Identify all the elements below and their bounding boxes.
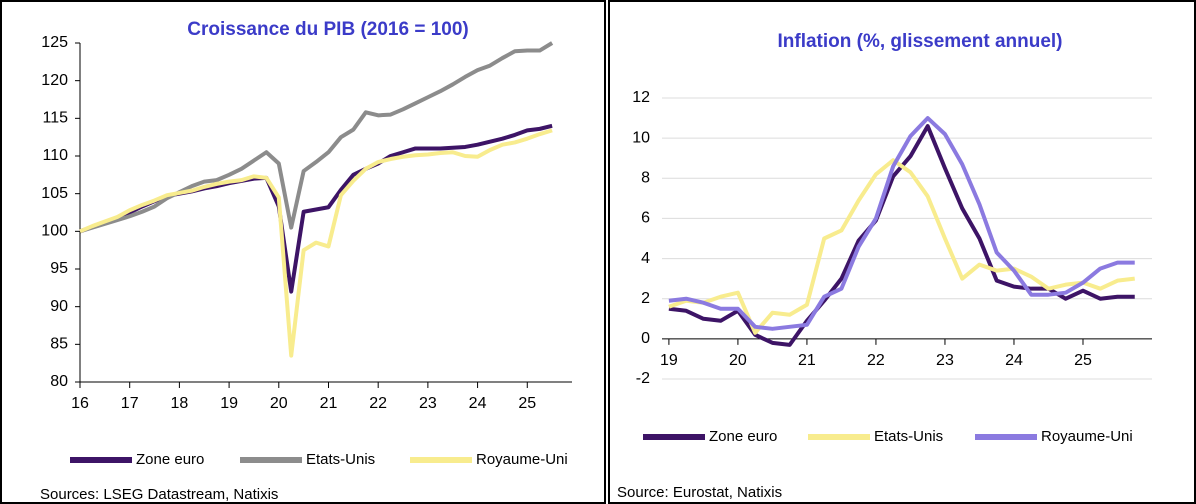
- y-tick-label: 10: [632, 129, 650, 146]
- y-tick-label: -2: [636, 370, 650, 387]
- y-tick-label: 8: [641, 170, 650, 187]
- legend-label: Royaume-Uni: [1041, 428, 1133, 445]
- source-note: Source: Eurostat, Natixis: [617, 484, 782, 501]
- series-line: [79, 128, 553, 358]
- y-tick-label: 110: [42, 147, 68, 164]
- x-tick-label: 24: [1005, 352, 1023, 369]
- y-tick-label: 90: [50, 298, 68, 315]
- right-frame: [608, 0, 1196, 504]
- y-tick-label: 12: [632, 89, 650, 106]
- x-tick-label: 22: [369, 395, 387, 412]
- series-line: [668, 158, 1135, 335]
- x-tick-label: 24: [469, 395, 487, 412]
- y-tick-label: 125: [41, 34, 68, 51]
- y-tick-label: 115: [42, 110, 68, 127]
- legend-label: Royaume-Uni: [476, 451, 568, 468]
- x-tick-label: 20: [729, 352, 747, 369]
- x-tick-label: 19: [660, 352, 678, 369]
- source-note: Sources: LSEG Datastream, Natixis: [40, 486, 278, 503]
- y-tick-label: 0: [641, 330, 650, 347]
- x-tick-label: 19: [220, 395, 238, 412]
- y-tick-label: 120: [41, 72, 68, 89]
- x-tick-label: 18: [170, 395, 188, 412]
- chart-title: Croissance du PIB (2016 = 100): [187, 19, 468, 40]
- x-tick-label: 17: [121, 395, 139, 412]
- legend-label: Etats-Unis: [306, 451, 375, 468]
- series-line: [79, 41, 554, 234]
- legend-label: Zone euro: [709, 428, 777, 445]
- y-tick-label: 85: [50, 336, 68, 353]
- x-tick-label: 16: [71, 395, 89, 412]
- legend-label: Zone euro: [136, 451, 204, 468]
- y-tick-label: 4: [641, 250, 650, 267]
- y-tick-label: 105: [41, 185, 68, 202]
- x-tick-label: 22: [867, 352, 885, 369]
- x-tick-label: 23: [936, 352, 954, 369]
- x-tick-label: 21: [798, 352, 816, 369]
- series-line: [668, 116, 1135, 331]
- chart-title: Inflation (%, glissement annuel): [777, 31, 1062, 52]
- x-tick-label: 25: [1074, 352, 1092, 369]
- y-tick-label: 80: [50, 373, 68, 390]
- y-tick-label: 100: [41, 223, 68, 240]
- y-tick-label: 2: [641, 290, 650, 307]
- y-tick-label: 6: [641, 210, 650, 227]
- x-tick-label: 20: [270, 395, 288, 412]
- legend-label: Etats-Unis: [874, 428, 943, 445]
- x-tick-label: 23: [419, 395, 437, 412]
- y-tick-label: 95: [50, 260, 68, 277]
- x-tick-label: 25: [518, 395, 536, 412]
- x-tick-label: 21: [320, 395, 338, 412]
- left-frame: [0, 0, 606, 504]
